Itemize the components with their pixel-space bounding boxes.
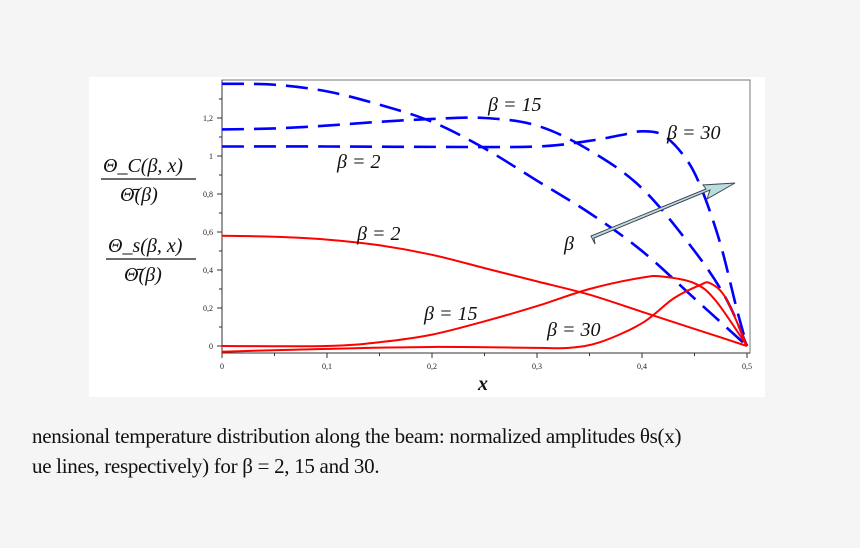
- beta-increase-arrow: [590, 182, 736, 245]
- x-tick-label: 0,2: [427, 362, 437, 371]
- y-tick-label: 0,6: [203, 228, 213, 237]
- ticks: 0 0,1 0,2 0,3 0,4 0,5 0 0,2 0,4 0,6 0,8 1 1,2: [203, 80, 752, 371]
- y-tick-label: 0: [209, 342, 213, 351]
- label-blue-beta-30: β = 30: [666, 122, 720, 144]
- y-tick-label: 0,4: [203, 266, 213, 275]
- label-red-beta-15: β = 15: [423, 303, 477, 325]
- series-theta-c-beta-2: [221, 82, 748, 347]
- x-axis-label: x: [477, 373, 488, 395]
- series-theta-s-beta-2: [221, 234, 748, 347]
- caption-line-2: ue lines, respectively) for β = 2, 15 an…: [32, 454, 380, 478]
- label-red-beta-30: β = 30: [546, 319, 600, 341]
- series-theta-s-beta-30: [221, 281, 748, 353]
- x-tick-label: 0: [220, 362, 224, 371]
- figure: [89, 77, 765, 397]
- x-tick-label: 0,1: [322, 362, 332, 371]
- label-beta-arrow: β: [563, 233, 574, 255]
- x-tick-label: 0,3: [532, 362, 542, 371]
- label-blue-beta-15: β = 15: [487, 94, 541, 116]
- series: [221, 82, 749, 353]
- y-tick-label: 1,2: [203, 114, 213, 123]
- series-theta-c-beta-15: [221, 116, 749, 347]
- plot-frame: [221, 79, 751, 354]
- y-axis-labels: Θ_C(β, x) Θ̄(β) Θ_s(β, x) Θ̄(β): [101, 155, 196, 286]
- caption-line-1: nensional temperature distribution along…: [32, 424, 682, 448]
- ylabel-top-numerator: Θ_C(β, x): [103, 155, 183, 177]
- y-tick-label: 0,8: [203, 190, 213, 199]
- y-tick-label: 1: [209, 152, 213, 161]
- label-red-beta-2: β = 2: [356, 223, 400, 245]
- y-tick-label: 0,2: [203, 304, 213, 313]
- series-theta-s-beta-15: [221, 274, 748, 348]
- label-blue-beta-2: β = 2: [336, 151, 380, 173]
- annotations: β = 15 β = 30 β = 2 β = 2 β = 15 β = 30 …: [336, 94, 720, 341]
- ylabel-bottom-denominator: Θ̄(β): [124, 264, 162, 286]
- ylabel-top-denominator: Θ̄(β): [120, 184, 158, 206]
- x-tick-label: 0,4: [637, 362, 647, 371]
- series-theta-c-beta-30: [221, 129, 749, 347]
- ylabel-bottom-numerator: Θ_s(β, x): [108, 235, 183, 257]
- x-tick-label: 0,5: [742, 362, 752, 371]
